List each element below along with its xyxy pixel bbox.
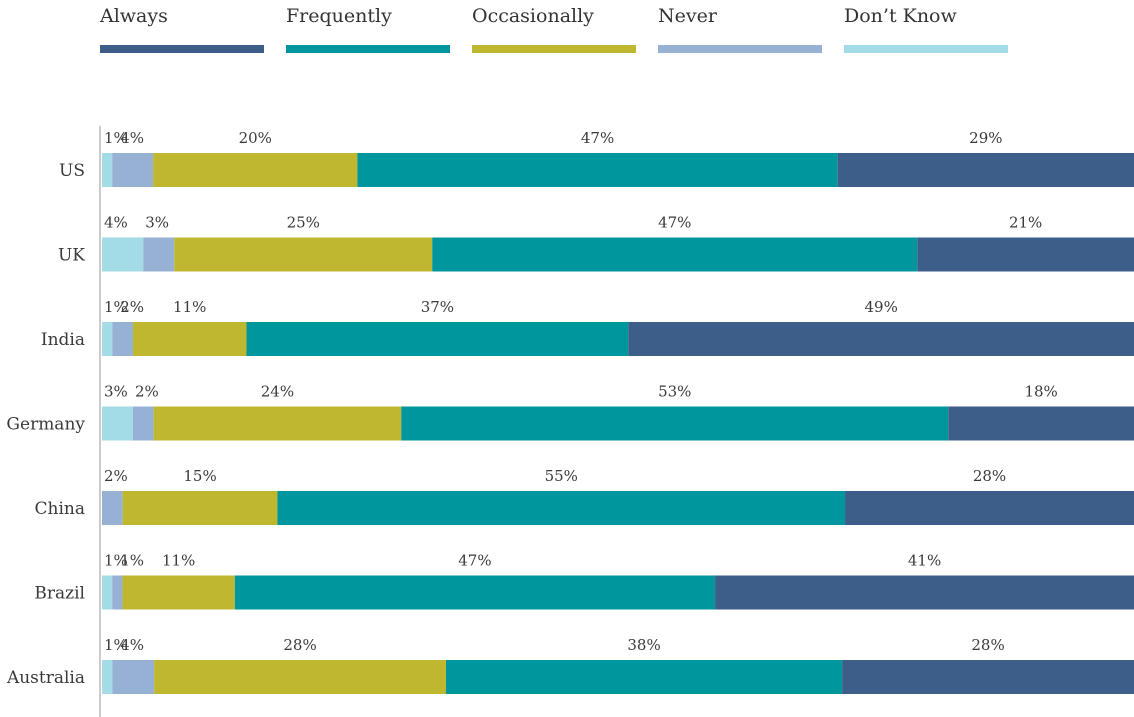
category-label-brazil: Brazil (34, 584, 85, 604)
legend: Always Frequently Occasionally Never Don’t K… (99, 5, 1008, 53)
bar-china-never (102, 491, 123, 525)
bar-uk-never (143, 237, 175, 272)
bar-germany-never (132, 406, 154, 441)
bar-brazil-always (715, 575, 1134, 610)
legend-label-occasionally: Occasionally (472, 5, 594, 27)
bar-india-frequently (246, 322, 629, 356)
bar-australia-always (842, 660, 1134, 694)
value-label-india-always: 49% (864, 298, 897, 316)
legend-swatch-never (658, 45, 822, 53)
value-label-germany-always: 18% (1024, 383, 1057, 401)
legend-swatch-always (100, 45, 264, 53)
bar-us-never (112, 153, 154, 187)
legend-label-frequently: Frequently (286, 5, 392, 27)
value-label-brazil-frequently: 47% (458, 552, 491, 570)
value-label-uk-occasionally: 25% (287, 214, 320, 232)
value-label-germany-occasionally: 24% (261, 383, 294, 401)
value-label-brazil-always: 41% (908, 552, 941, 570)
value-label-china-never: 2% (104, 467, 128, 485)
bar-germany-occasionally (153, 406, 402, 441)
bar-australia-dont-know (102, 660, 113, 694)
bar-us-occasionally (153, 153, 358, 187)
bar-india-always (628, 322, 1134, 356)
bar-australia-occasionally (154, 660, 446, 694)
value-label-australia-occasionally: 28% (283, 636, 316, 654)
value-label-brazil-occasionally: 11% (162, 552, 195, 570)
value-label-uk-dont-know: 4% (104, 214, 128, 232)
bar-brazil-frequently (234, 575, 716, 610)
bar-uk-always (917, 237, 1134, 272)
legend-label-dont-know: Don’t Know (844, 5, 957, 27)
value-label-germany-dont-know: 3% (104, 383, 128, 401)
value-label-china-occasionally: 15% (183, 467, 216, 485)
bar-china-always (845, 491, 1134, 525)
bar-australia-frequently (446, 660, 843, 694)
legend-label-always: Always (99, 5, 168, 27)
value-label-india-frequently: 37% (421, 298, 454, 316)
category-label-uk: UK (58, 246, 85, 266)
bar-us-always (837, 153, 1134, 187)
value-label-germany-never: 2% (135, 383, 159, 401)
category-label-india: India (41, 330, 85, 350)
value-label-australia-dont-know: 1% (104, 636, 128, 654)
value-label-australia-always: 28% (971, 636, 1004, 654)
bar-china-occasionally (122, 491, 278, 525)
value-label-brazil-never: 1% (120, 552, 144, 570)
category-label-germany: Germany (6, 415, 85, 435)
bar-uk-frequently (432, 237, 918, 272)
value-label-china-frequently: 55% (545, 467, 578, 485)
legend-swatch-dont-know (844, 45, 1008, 53)
value-label-australia-never: 4% (120, 636, 144, 654)
value-label-us-occasionally: 20% (239, 129, 272, 147)
bar-brazil-dont-know (102, 575, 113, 610)
value-label-brazil-dont-know: 1% (104, 552, 128, 570)
category-label-australia: Australia (6, 668, 85, 688)
bar-india-never (112, 322, 133, 356)
value-label-us-frequently: 47% (581, 129, 614, 147)
bar-us-dont-know (102, 153, 113, 187)
value-label-us-dont-know: 1% (104, 129, 128, 147)
bar-us-frequently (357, 153, 838, 187)
bar-brazil-occasionally (122, 575, 235, 610)
category-label-us: US (59, 161, 85, 181)
bar-india-occasionally (132, 322, 247, 356)
value-label-china-always: 28% (973, 467, 1006, 485)
value-label-us-always: 29% (969, 129, 1002, 147)
bar-brazil-never (112, 575, 123, 610)
value-label-india-occasionally: 11% (173, 298, 206, 316)
bar-germany-frequently (401, 406, 949, 441)
value-label-us-never: 4% (120, 129, 144, 147)
value-label-uk-frequently: 47% (658, 214, 691, 232)
bar-australia-never (112, 660, 155, 694)
category-label-china: China (35, 499, 85, 519)
value-label-uk-always: 21% (1009, 214, 1042, 232)
bar-germany-always (948, 406, 1134, 441)
value-label-india-never: 2% (120, 298, 144, 316)
legend-label-never: Never (658, 5, 718, 27)
bar-germany-dont-know (102, 406, 133, 441)
bar-india-dont-know (102, 322, 113, 356)
value-label-uk-never: 3% (145, 214, 169, 232)
bar-china-frequently (277, 491, 846, 525)
value-label-australia-frequently: 38% (627, 636, 660, 654)
bar-uk-dont-know (102, 237, 144, 272)
value-label-germany-frequently: 53% (658, 383, 691, 401)
legend-swatch-frequently (286, 45, 450, 53)
bar-uk-occasionally (174, 237, 433, 272)
legend-swatch-occasionally (472, 45, 636, 53)
value-label-india-dont-know: 1% (104, 298, 128, 316)
